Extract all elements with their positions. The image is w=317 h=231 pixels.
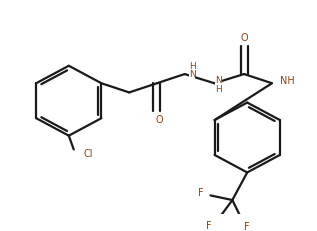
Text: N: N xyxy=(216,76,222,85)
Text: H: H xyxy=(189,62,195,71)
Text: Cl: Cl xyxy=(84,149,93,159)
Text: O: O xyxy=(240,33,248,43)
Text: H: H xyxy=(216,85,222,94)
Text: F: F xyxy=(206,221,211,231)
Text: F: F xyxy=(198,188,204,198)
Text: O: O xyxy=(155,115,163,125)
Text: N: N xyxy=(189,70,195,79)
Text: NH: NH xyxy=(280,76,294,86)
Text: F: F xyxy=(244,222,250,231)
